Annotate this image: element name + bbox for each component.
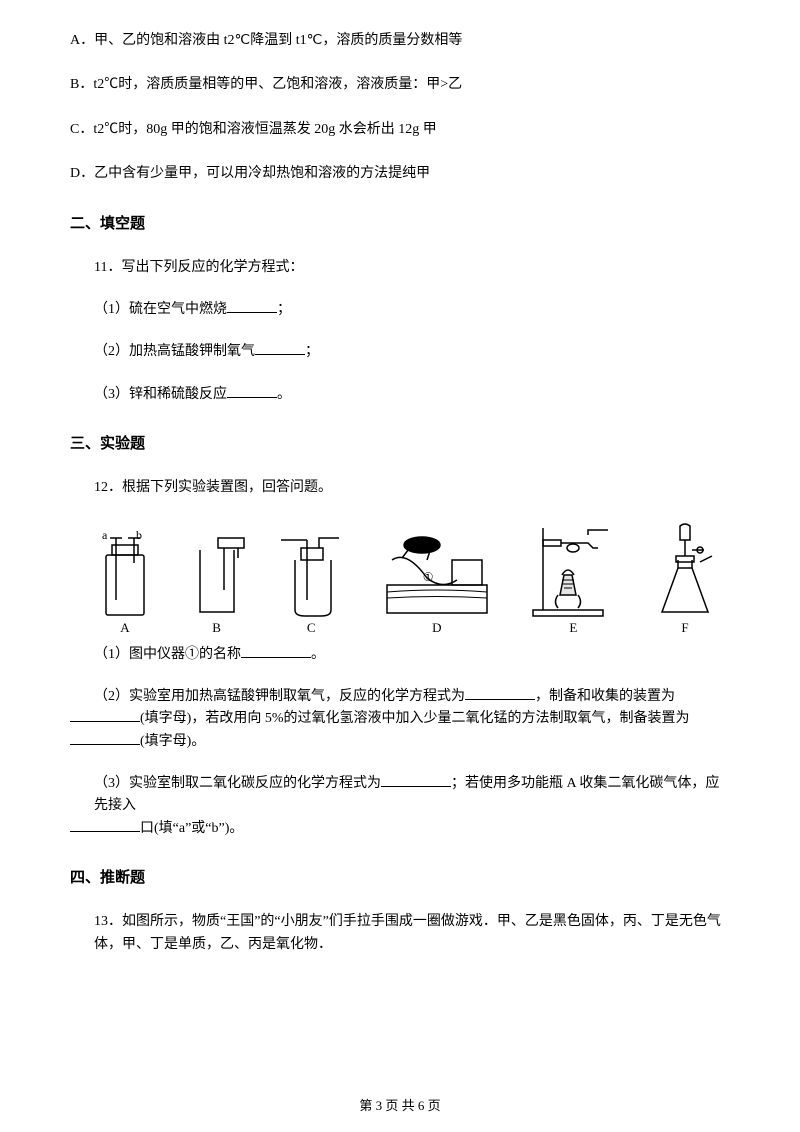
option-a: A．甲、乙的饱和溶液由 t2℃降温到 t1℃，溶质的质量分数相等 bbox=[70, 30, 730, 52]
q11-stem: 11．写出下列反应的化学方程式： bbox=[70, 257, 730, 279]
q12-p1-suf: 。 bbox=[311, 647, 325, 662]
blank bbox=[381, 773, 451, 787]
option-b: B．t2℃时，溶质质量相等的甲、乙饱和溶液，溶液质量：甲>乙 bbox=[70, 74, 730, 96]
blank bbox=[70, 708, 140, 722]
label-B: B bbox=[212, 620, 221, 636]
section-4-title: 四、推断题 bbox=[70, 866, 730, 887]
q12-p3-c: 口(填“a”或“b”)。 bbox=[140, 821, 243, 836]
label-C: C bbox=[307, 620, 316, 636]
apparatus-f: F bbox=[650, 520, 720, 636]
q11-p1-pre: （1）硫在空气中燃烧 bbox=[94, 302, 227, 317]
apparatus-e: E bbox=[528, 520, 618, 636]
q12-p2-c: (填字母)，若改用向 5%的过氧化氢溶液中加入少量二氧化锰的方法制取氧气，制备装… bbox=[140, 711, 689, 726]
apparatus-d: ① D bbox=[377, 530, 497, 636]
section-2-title: 二、填空题 bbox=[70, 212, 730, 233]
q12-p2-d: (填字母)。 bbox=[140, 734, 205, 749]
q11-p2: （2）加热高锰酸钾制氧气 ； bbox=[70, 341, 730, 363]
q11-p2-pre: （2）加热高锰酸钾制氧气 bbox=[94, 344, 255, 359]
label-F: F bbox=[681, 620, 688, 636]
q11-p3-pre: （3）锌和稀硫酸反应 bbox=[94, 387, 227, 402]
blank bbox=[465, 686, 535, 700]
q12-p3-a: （3）实验室制取二氧化碳反应的化学方程式为 bbox=[94, 776, 381, 791]
q13-stem: 13．如图所示，物质“王国”的“小朋友”们手拉手围成一圈做游戏．甲、乙是黑色固体… bbox=[70, 911, 730, 956]
blank bbox=[70, 818, 140, 832]
q11-p2-suf: ； bbox=[305, 344, 319, 359]
q11-p1: （1）硫在空气中燃烧 ； bbox=[70, 299, 730, 321]
section-3-title: 三、实验题 bbox=[70, 432, 730, 453]
q12-p1: （1）图中仪器①的名称 。 bbox=[70, 644, 730, 666]
label-A: A bbox=[120, 620, 129, 636]
q11-p1-suf: ； bbox=[277, 302, 291, 317]
q12-p1-pre: （1）图中仪器①的名称 bbox=[94, 647, 241, 662]
q12-p3: （3）实验室制取二氧化碳反应的化学方程式为；若使用多功能瓶 A 收集二氧化碳气体… bbox=[70, 773, 730, 840]
page-footer: 第 3 页 共 6 页 bbox=[0, 1095, 800, 1114]
label-E: E bbox=[569, 620, 577, 636]
label-b-small: b bbox=[136, 528, 142, 543]
q12-stem: 12．根据下列实验装置图，回答问题。 bbox=[70, 477, 730, 499]
apparatus-b: B bbox=[188, 530, 246, 636]
option-c: C．t2℃时，80g 甲的饱和溶液恒温蒸发 20g 水会析出 12g 甲 bbox=[70, 119, 730, 141]
blank bbox=[227, 384, 277, 398]
q12-p2-a: （2）实验室用加热高锰酸钾制取氧气，反应的化学方程式为 bbox=[94, 689, 465, 704]
blank bbox=[241, 644, 311, 658]
q12-p2: （2）实验室用加热高锰酸钾制取氧气，反应的化学方程式为 ，制备和收集的装置为 (填… bbox=[70, 686, 730, 753]
q11-p3: （3）锌和稀硫酸反应 。 bbox=[70, 384, 730, 406]
blank bbox=[227, 299, 277, 313]
q12-p2-b: ，制备和收集的装置为 bbox=[535, 689, 675, 704]
blank bbox=[70, 731, 140, 745]
option-d: D．乙中含有少量甲，可以用冷却热饱和溶液的方法提纯甲 bbox=[70, 163, 730, 185]
label-circle1: ① bbox=[423, 570, 434, 585]
label-D: D bbox=[432, 620, 441, 636]
apparatus-diagram: a b A B bbox=[94, 520, 730, 636]
apparatus-c: C bbox=[277, 530, 345, 636]
q11-p3-suf: 。 bbox=[277, 387, 291, 402]
label-a-small: a bbox=[102, 528, 107, 543]
apparatus-a: a b A bbox=[94, 530, 156, 636]
blank bbox=[255, 341, 305, 355]
